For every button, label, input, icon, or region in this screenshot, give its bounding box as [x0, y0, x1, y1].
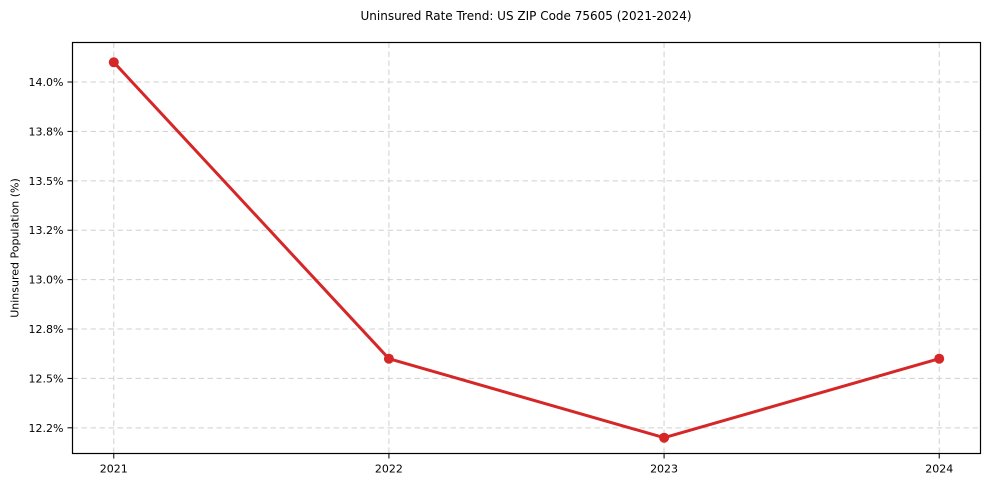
y-tick-label: 12.2%	[29, 422, 64, 435]
data-point-marker	[108, 57, 119, 68]
y-tick-label: 13.0%	[29, 274, 64, 287]
y-tick-label: 13.5%	[29, 175, 64, 188]
y-tick-label: 12.8%	[29, 323, 64, 336]
chart-title: Uninsured Rate Trend: US ZIP Code 75605 …	[360, 9, 692, 23]
y-tick-label: 13.2%	[29, 224, 64, 237]
y-tick-label: 13.8%	[29, 125, 64, 138]
data-point-marker	[659, 432, 670, 443]
data-point-marker	[383, 353, 394, 364]
x-tick-label: 2024	[925, 463, 953, 476]
trend-line	[112, 60, 941, 440]
x-tick-label: 2022	[375, 463, 403, 476]
y-tick-label: 14.0%	[29, 76, 64, 89]
axes-frame	[71, 41, 982, 455]
x-tick-label: 2023	[650, 463, 678, 476]
x-tick-label: 2021	[100, 463, 128, 476]
y-tick-label: 12.5%	[29, 372, 64, 385]
data-point-marker	[934, 353, 945, 364]
